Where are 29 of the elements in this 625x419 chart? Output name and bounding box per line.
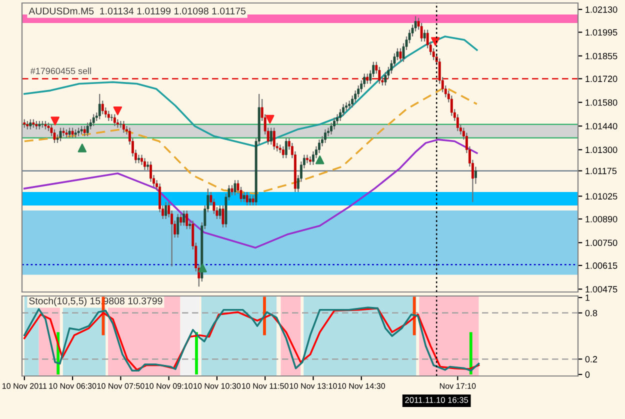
x-tick-label: 10 Nov 09:10 <box>145 383 192 389</box>
x-tick-label: Nov 17:10 <box>440 383 476 389</box>
x-tick-label: 10 Nov 06:30 <box>49 383 96 389</box>
y-tick-label: 1.00475 <box>586 286 618 292</box>
x-tick-label: 10 Nov 14:30 <box>338 383 386 389</box>
y-tick-label: 1.01580 <box>586 99 618 106</box>
y-tick-label: 1.01995 <box>586 29 618 36</box>
y-tick-label: 1 <box>586 294 590 301</box>
ref-line-label: 2011.11.10 16:35 <box>405 397 468 403</box>
y-tick-label: 1.01720 <box>586 76 618 82</box>
x-tick-label: 10 Nov 2011 <box>2 383 47 389</box>
y-tick-label: 0.2 <box>585 356 598 362</box>
y-tick-label: 1.01440 <box>586 123 618 130</box>
y-tick-label: 1.02130 <box>586 6 618 13</box>
y-tick-label: 1.01855 <box>586 52 618 60</box>
x-tick-label: 10 Nov 11:50 <box>242 383 288 389</box>
y-tick-label: 1.00615 <box>586 262 618 269</box>
y-tick-label: 1.01175 <box>586 168 617 174</box>
ref-line-label: #17960455 sell <box>30 68 91 74</box>
x-tick-label: 10 Nov 13:10 <box>290 383 337 389</box>
chart-title: AUDUSDm.M5 1.01134 1.01199 1.01098 1.01175 <box>28 8 246 14</box>
x-tick-label: 10 Nov 07:50 <box>97 383 144 389</box>
y-tick-label: 1.01025 <box>586 193 618 200</box>
y-tick-label: 1.01300 <box>586 146 618 154</box>
y-tick-label: 1.00750 <box>586 240 618 246</box>
x-tick-label: 10 Nov 10:30 <box>194 383 241 389</box>
y-tick-label: 0 <box>585 371 590 378</box>
y-tick-label: 0.8 <box>585 310 598 316</box>
y-tick-label: 1.00890 <box>586 216 618 222</box>
